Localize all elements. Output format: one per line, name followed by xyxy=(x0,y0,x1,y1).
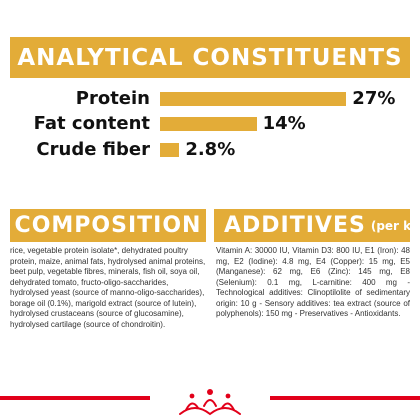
constituent-bar xyxy=(160,92,347,106)
analytical-constituents-banner: ANALYTICAL CONSTITUENTS xyxy=(10,37,410,78)
constituent-label: Crude fiber xyxy=(36,139,150,160)
composition-text: rice, vegetable protein isolate*, dehydr… xyxy=(10,246,206,329)
constituent-row-crude-fiber: Crude fiber 2.8% xyxy=(0,137,420,163)
additives-title: ADDITIVES xyxy=(224,213,366,238)
royal-canin-crown-icon xyxy=(150,384,270,420)
constituent-row-protein: Protein 27% xyxy=(0,86,420,112)
constituent-value: 27% xyxy=(352,88,396,109)
composition-title: COMPOSITION xyxy=(14,213,202,238)
constituent-value: 2.8% xyxy=(185,139,236,160)
additives-banner: ADDITIVES (per kg) xyxy=(214,209,410,242)
constituent-value: 14% xyxy=(262,113,306,134)
constituent-bar xyxy=(160,143,180,157)
additives-subtitle: (per kg) xyxy=(370,218,410,233)
additives-text: Vitamin A: 30000 IU, Vitamin D3: 800 IU,… xyxy=(216,246,410,318)
constituent-bar xyxy=(160,117,257,131)
composition-banner: COMPOSITION xyxy=(10,209,206,242)
constituent-label: Fat content xyxy=(33,113,150,134)
analytical-constituents-title: ANALYTICAL CONSTITUENTS xyxy=(17,44,403,71)
constituent-label: Protein xyxy=(75,88,150,109)
constituent-row-fat-content: Fat content 14% xyxy=(0,111,420,137)
